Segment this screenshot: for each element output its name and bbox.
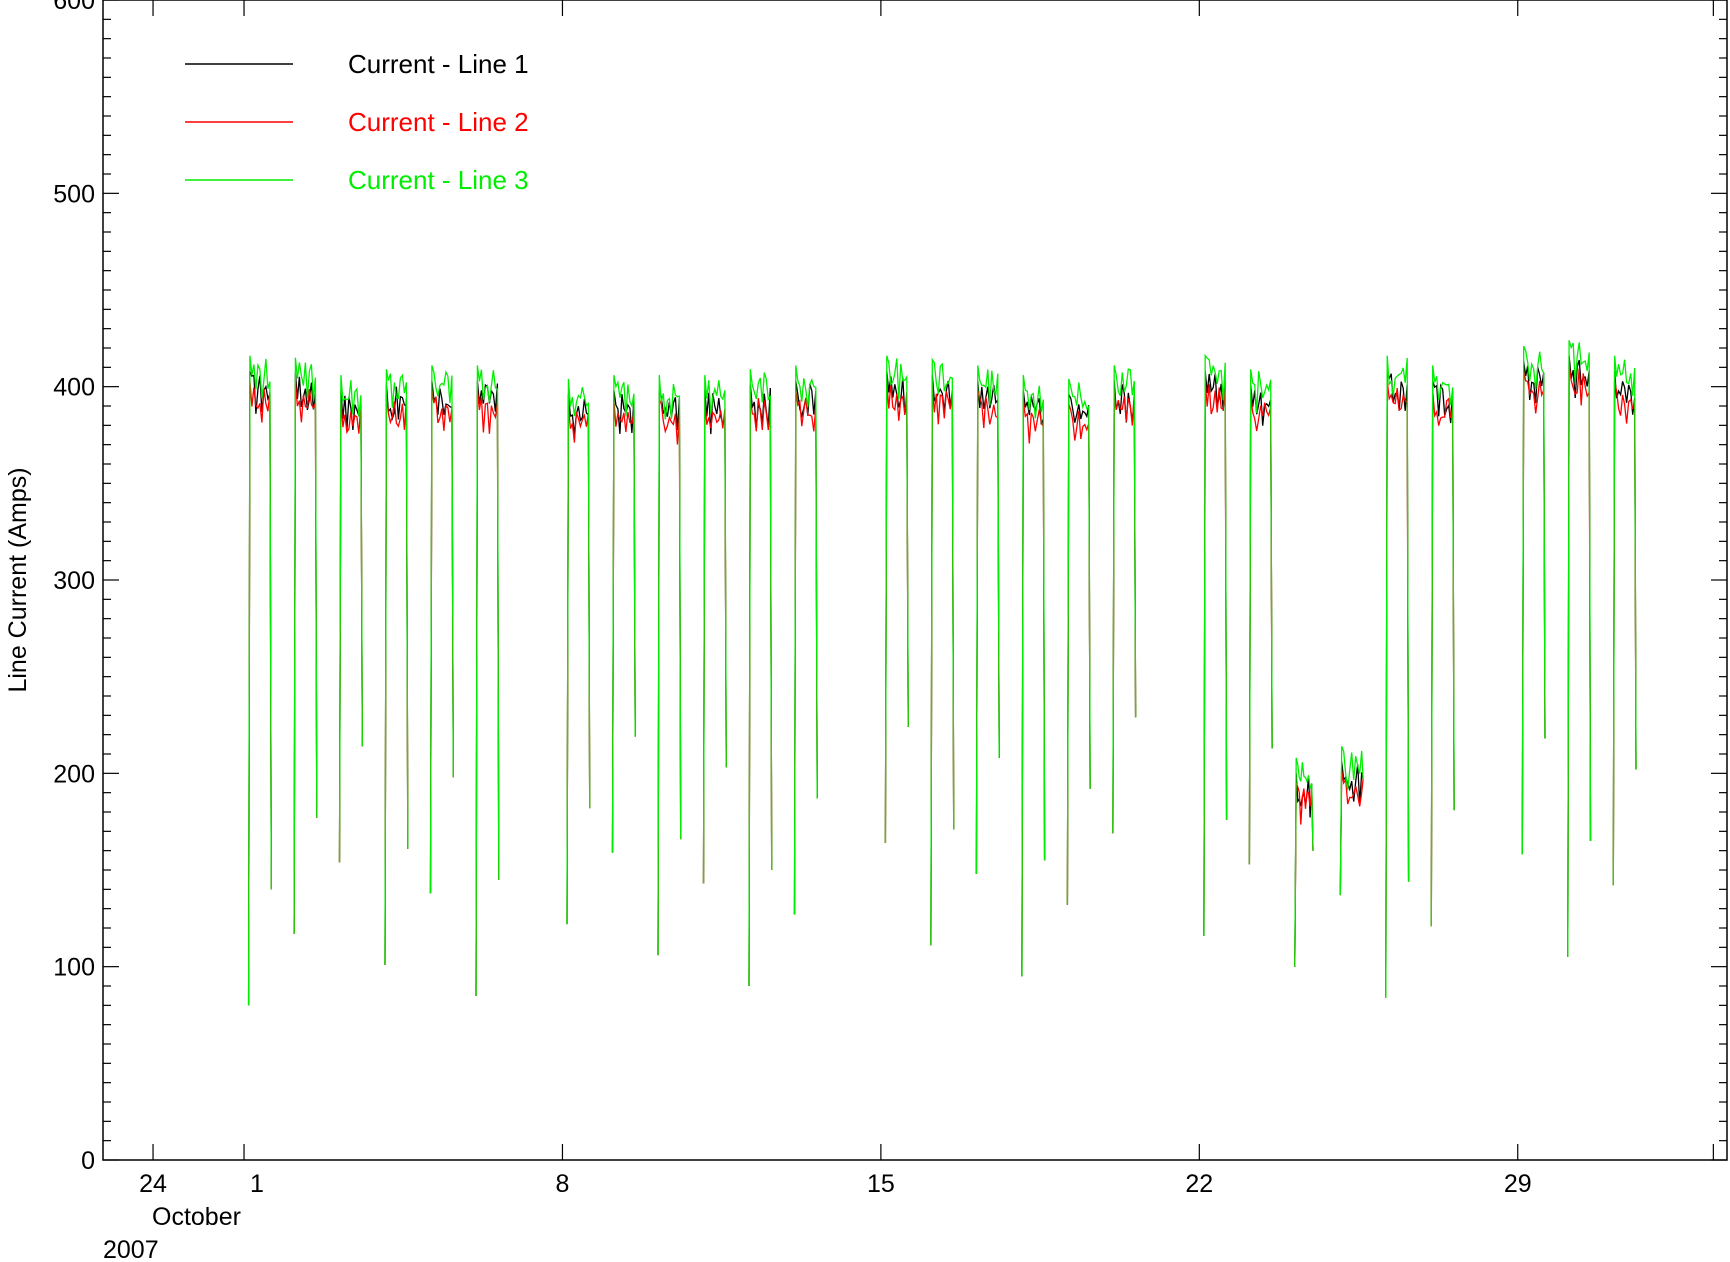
y-tick-label: 100 — [53, 954, 95, 982]
legend-label-2: Current - Line 2 — [348, 107, 529, 137]
legend: Current - Line 1 Current - Line 2 Current … — [185, 49, 529, 195]
series-lines — [247, 340, 1637, 1006]
x-tick-label: 1 — [250, 1170, 264, 1198]
y-tick-label: 0 — [81, 1147, 95, 1175]
plot-frame — [102, 0, 1728, 1161]
x-tick-label: 29 — [1504, 1170, 1532, 1198]
x-axis-month-label: October — [152, 1203, 241, 1231]
series-line-1 — [247, 355, 1637, 1006]
series-line-2 — [247, 365, 1637, 1006]
y-tick-label: 300 — [53, 567, 95, 595]
y-tick-label: 200 — [53, 760, 95, 788]
x-tick-label: 22 — [1185, 1170, 1213, 1198]
series-line-3 — [247, 340, 1637, 1006]
x-axis-year-label: 2007 — [103, 1236, 159, 1262]
legend-label-1: Current - Line 1 — [348, 49, 529, 79]
x-tick-label: 15 — [867, 1170, 895, 1198]
x-axis-ticks: 24 1 8 15 22 29 — [139, 0, 1714, 1198]
y-axis-title: Line Current (Amps) — [4, 467, 32, 692]
x-tick-label: 24 — [139, 1170, 167, 1198]
y-tick-label: 600 — [53, 0, 95, 15]
legend-label-3: Current - Line 3 — [348, 165, 529, 195]
x-tick-label: 8 — [555, 1170, 569, 1198]
y-axis-ticks: 0 100 200 300 400 500 600 — [53, 0, 1727, 1175]
y-tick-label: 500 — [53, 180, 95, 208]
y-tick-label: 400 — [53, 374, 95, 402]
